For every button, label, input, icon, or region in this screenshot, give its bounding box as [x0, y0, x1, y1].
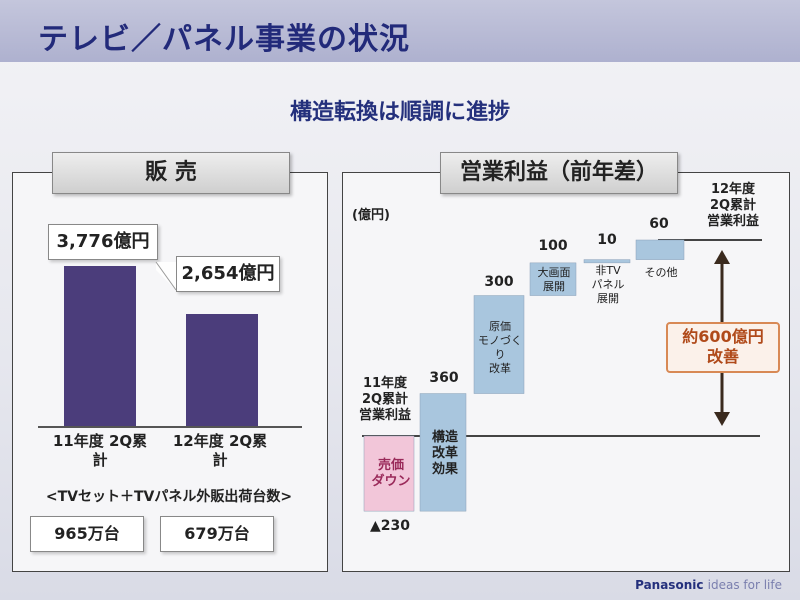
sales-panel-label: 販 売 [52, 152, 290, 194]
step-1-label-line-2: 改革 [431, 446, 458, 461]
profit-panel-label: 営業利益（前年差） [440, 152, 678, 194]
sales-baseline [38, 426, 302, 428]
page-title: テレビ／パネル事業の状況 [38, 22, 410, 57]
step-1-value: 360 [429, 370, 459, 386]
start-label: 11年度 2Q累計 営業利益 [346, 376, 424, 424]
arrow-head-up [714, 250, 730, 264]
waterfall-bar-2 [473, 295, 525, 394]
arrow-head-down [714, 412, 730, 426]
start-label-line-1: 11年度 [362, 376, 408, 391]
step-3-label: 大画面 展開 [530, 266, 578, 294]
waterfall-bar-0 [363, 435, 415, 512]
title-bar: テレビ／パネル事業の状況 [0, 0, 800, 62]
shipment-note: <TVセット＋TVパネル外販出荷台数> [45, 489, 293, 505]
step-4-label: 非TV パネル 展開 [584, 264, 632, 306]
step-1-label-line-1: 構造 [431, 430, 458, 445]
sales-bar-12fy [186, 313, 258, 426]
sales-category-12fy: 12年度 2Q累計 [170, 432, 270, 470]
step-0-label-line-2: ダウン [371, 474, 411, 489]
step-3-label-line-1: 大画面 [537, 266, 571, 279]
step-3-value: 100 [538, 238, 568, 254]
step-2-value: 300 [484, 274, 514, 290]
step-2-label-line-2: モノづくり [478, 334, 522, 361]
start-label-line-3: 営業利益 [358, 408, 411, 423]
step-5-label-line-1: その他 [644, 266, 678, 279]
end-label: 12年度 2Q累計 営業利益 [694, 182, 772, 230]
step-0-value: ▲230 [370, 518, 410, 534]
bar-2-data-label: 2,654億円 [176, 256, 280, 292]
subtitle: 構造転換は順調に進捗 [289, 100, 510, 125]
sales-category-12fy-label: 12年度 2Q累計 [172, 432, 268, 469]
step-0-label: 売価 ダウン [366, 458, 416, 490]
brand-tagline: ideas for life [707, 578, 782, 592]
improvement-line-1: 約600億円 [682, 327, 764, 346]
step-2-label: 原価 モノづくり 改革 [474, 320, 526, 376]
end-label-line-3: 営業利益 [706, 214, 759, 229]
step-5-value: 60 [649, 216, 669, 232]
step-5-label: その他 [636, 266, 686, 280]
profit-unit-label: (億円) [352, 208, 390, 223]
step-3-label-line-2: 展開 [543, 280, 565, 293]
sales-bar-11fy [64, 266, 136, 426]
waterfall-bar-5 [635, 239, 685, 260]
end-label-line-2: 2Q累計 [709, 198, 757, 213]
step-2-label-line-3: 改革 [489, 362, 511, 375]
step-2-label-line-1: 原価 [489, 320, 511, 333]
step-1-label: 構造 改革 効果 [422, 430, 468, 478]
sales-category-11fy-label: 11年度 2Q累計 [52, 432, 148, 469]
step-1-label-line-3: 効果 [431, 462, 458, 477]
step-0-label-line-1: 売価 [377, 458, 404, 473]
improvement-line-2: 改善 [706, 347, 739, 366]
improvement-box: 約600億円 改善 [666, 322, 780, 373]
footer-brand: Panasonic ideas for life [635, 578, 782, 592]
step-4-label-line-1: 非TV [595, 264, 621, 277]
brand-logo: Panasonic [635, 578, 704, 592]
bar-1-data-label: 3,776億円 [48, 224, 158, 260]
step-4-value: 10 [597, 232, 617, 248]
units-12fy: 679万台 [160, 516, 274, 552]
step-4-label-line-3: 展開 [597, 292, 619, 305]
waterfall-bar-3 [529, 262, 577, 296]
start-label-line-2: 2Q累計 [361, 392, 409, 407]
end-label-line-1: 12年度 [710, 182, 756, 197]
waterfall-bar-1 [419, 393, 467, 512]
waterfall-bar-4 [583, 259, 631, 264]
step-4-label-line-2: パネル [591, 278, 625, 291]
sales-category-11fy: 11年度 2Q累計 [50, 432, 150, 470]
units-11fy: 965万台 [30, 516, 144, 552]
